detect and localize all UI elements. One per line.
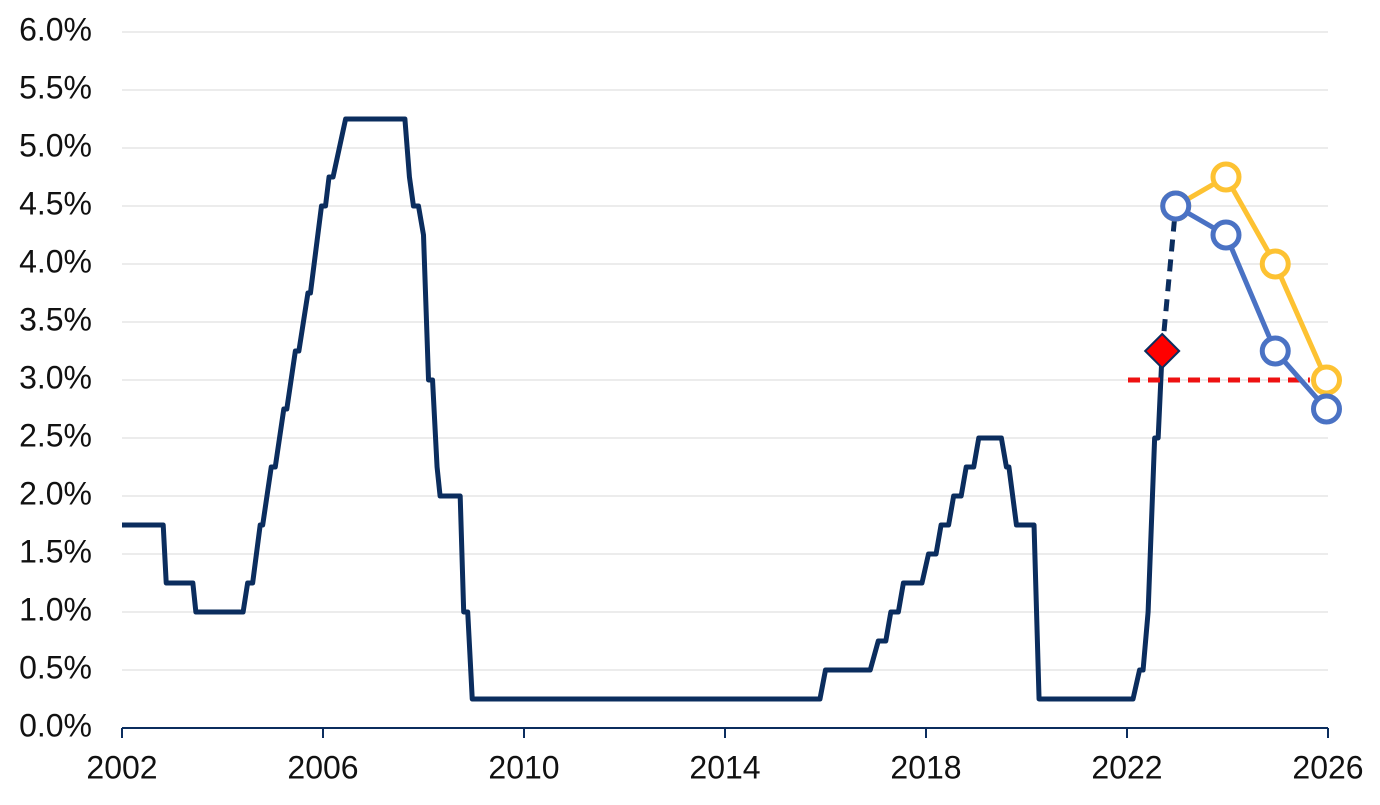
y-tick-label: 3.5% bbox=[19, 301, 92, 337]
y-tick-label: 3.0% bbox=[19, 359, 92, 395]
series-line bbox=[122, 116, 1165, 702]
y-tick-label: 6.0% bbox=[19, 11, 92, 47]
point-marker bbox=[1210, 161, 1242, 193]
y-tick-label: 2.0% bbox=[19, 475, 92, 511]
y-tick-label: 0.0% bbox=[19, 707, 92, 743]
x-tick-label: 2002 bbox=[86, 749, 157, 785]
point-marker bbox=[1310, 393, 1342, 425]
point-marker bbox=[1210, 219, 1242, 251]
series-line bbox=[1174, 174, 1329, 382]
y-tick-label: 4.0% bbox=[19, 243, 92, 279]
y-tick-label: 5.0% bbox=[19, 127, 92, 163]
x-tick-label: 2022 bbox=[1091, 749, 1162, 785]
point-marker bbox=[1259, 335, 1291, 367]
x-tick-label: 2026 bbox=[1292, 749, 1363, 785]
series-line bbox=[1174, 203, 1329, 411]
x-tick-label: 2010 bbox=[488, 749, 559, 785]
x-tick-label: 2014 bbox=[689, 749, 760, 785]
y-tick-label: 0.5% bbox=[19, 649, 92, 685]
y-tick-label: 5.5% bbox=[19, 69, 92, 105]
point-marker bbox=[1160, 190, 1192, 222]
point-marker bbox=[1143, 332, 1181, 370]
point-marker bbox=[1259, 248, 1291, 280]
point-marker bbox=[1310, 364, 1342, 396]
series-line bbox=[1159, 205, 1179, 352]
y-tick-label: 1.0% bbox=[19, 591, 92, 627]
y-tick-label: 4.5% bbox=[19, 185, 92, 221]
x-tick-label: 2018 bbox=[890, 749, 961, 785]
x-tick-label: 2006 bbox=[287, 749, 358, 785]
y-tick-label: 2.5% bbox=[19, 417, 92, 453]
y-tick-label: 1.5% bbox=[19, 533, 92, 569]
